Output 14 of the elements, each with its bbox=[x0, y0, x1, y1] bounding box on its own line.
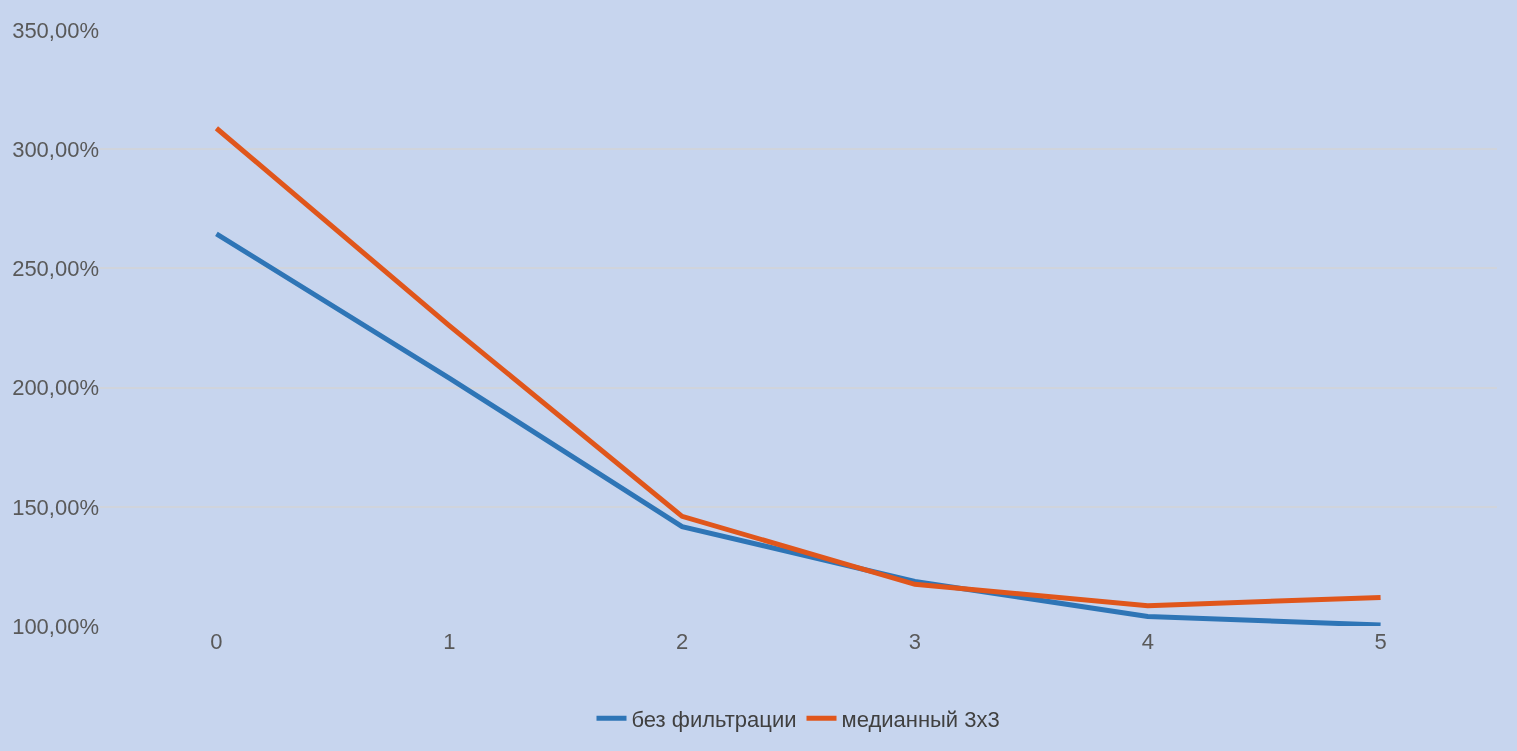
y-tick-label: 200,00% bbox=[12, 375, 99, 401]
y-tick-label: 350,00% bbox=[12, 17, 99, 43]
y-tick-label: 100,00% bbox=[12, 613, 99, 639]
y-tick-label: 250,00% bbox=[12, 256, 99, 282]
x-tick-label: 0 bbox=[210, 629, 223, 654]
legend-label: медианный 3x3 bbox=[841, 706, 1000, 732]
x-tick-label: 2 bbox=[675, 629, 689, 654]
x-tick-label: 5 bbox=[1374, 629, 1387, 654]
x-tick-label: 3 bbox=[908, 629, 922, 654]
y-tick-label: 300,00% bbox=[12, 136, 99, 162]
x-tick-label: 1 bbox=[443, 629, 456, 654]
legend-label: без фильтрации bbox=[631, 706, 797, 732]
y-tick-label: 150,00% bbox=[12, 494, 99, 520]
x-tick-label: 4 bbox=[1141, 629, 1154, 654]
